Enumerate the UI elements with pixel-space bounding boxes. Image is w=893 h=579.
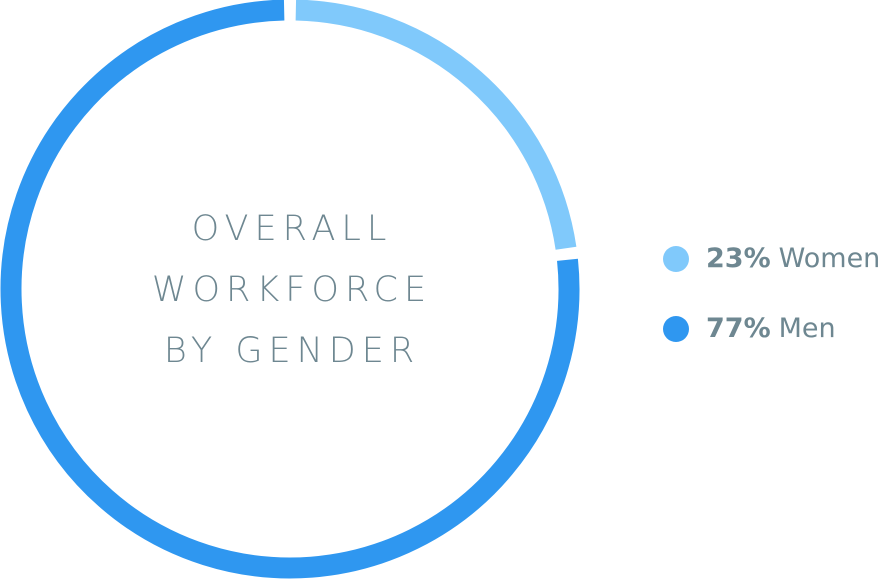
legend-marker <box>663 246 689 272</box>
donut-segment <box>295 0 577 250</box>
chart-title: WORKFORCE <box>152 270 432 310</box>
legend-label: Men <box>779 313 836 344</box>
legend-marker <box>663 316 689 342</box>
legend-value: 23% <box>706 243 771 274</box>
legend-entry: 77% Men <box>706 313 836 344</box>
chart-title: BY GENDER <box>164 331 420 371</box>
legend-label: Women <box>779 243 881 274</box>
legend-value: 77% <box>706 313 771 344</box>
donut-segment <box>0 0 580 579</box>
legend-entry: 23% Women <box>706 243 880 274</box>
chart-title: OVERALL <box>192 209 393 249</box>
